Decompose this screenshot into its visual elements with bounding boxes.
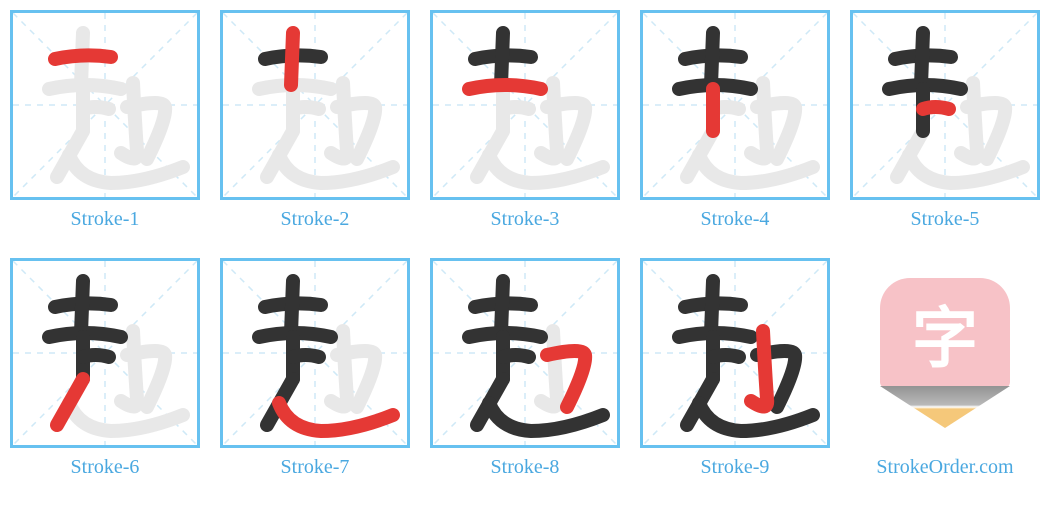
stroke-box bbox=[850, 10, 1040, 200]
stroke-box bbox=[220, 258, 410, 448]
pencil-tip-icon bbox=[880, 386, 1010, 428]
stroke-label: Stroke-7 bbox=[281, 456, 350, 479]
logo-box: 字 bbox=[850, 258, 1040, 448]
stroke-cell: Stroke-4 bbox=[640, 10, 830, 240]
stroke-box bbox=[220, 10, 410, 200]
logo-char: 字 bbox=[880, 278, 1010, 388]
stroke-cell: Stroke-1 bbox=[10, 10, 200, 240]
site-label: StrokeOrder.com bbox=[876, 456, 1013, 479]
stroke-label: Stroke-6 bbox=[71, 456, 140, 479]
stroke-box bbox=[640, 258, 830, 448]
stroke-grid: Stroke-1 Stroke-2 Stroke-3 Stroke-4 bbox=[10, 10, 1040, 488]
stroke-label: Stroke-1 bbox=[71, 208, 140, 231]
stroke-cell: Stroke-6 bbox=[10, 258, 200, 488]
stroke-label: Stroke-9 bbox=[701, 456, 770, 479]
stroke-cell: Stroke-7 bbox=[220, 258, 410, 488]
stroke-cell: Stroke-3 bbox=[430, 10, 620, 240]
stroke-box bbox=[430, 258, 620, 448]
stroke-label: Stroke-5 bbox=[911, 208, 980, 231]
logo-cell: 字 StrokeOrder.com bbox=[850, 258, 1040, 488]
stroke-label: Stroke-8 bbox=[491, 456, 560, 479]
stroke-cell: Stroke-8 bbox=[430, 258, 620, 488]
stroke-box bbox=[430, 10, 620, 200]
stroke-cell: Stroke-5 bbox=[850, 10, 1040, 240]
stroke-label: Stroke-3 bbox=[491, 208, 560, 231]
stroke-label: Stroke-2 bbox=[281, 208, 350, 231]
stroke-box bbox=[640, 10, 830, 200]
stroke-cell: Stroke-2 bbox=[220, 10, 410, 240]
stroke-box bbox=[10, 258, 200, 448]
stroke-label: Stroke-4 bbox=[701, 208, 770, 231]
stroke-box bbox=[10, 10, 200, 200]
stroke-cell: Stroke-9 bbox=[640, 258, 830, 488]
